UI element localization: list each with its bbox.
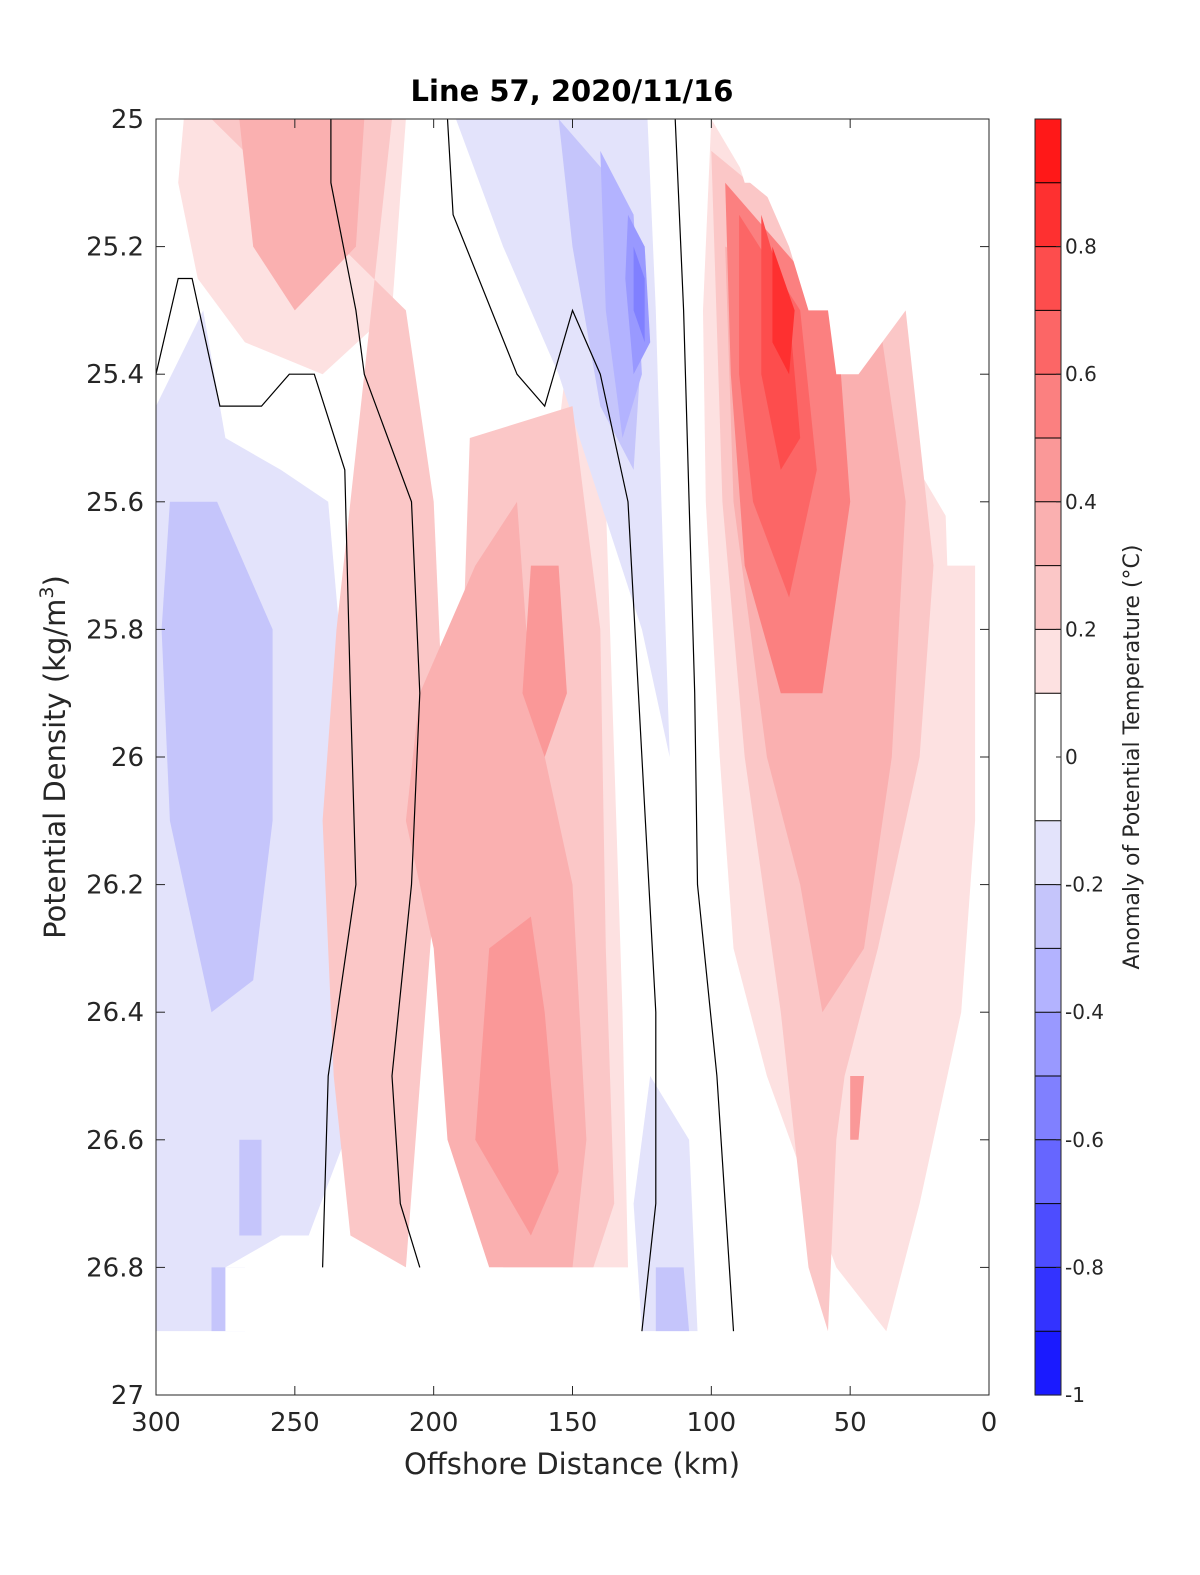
chart-title: Line 57, 2020/11/16 bbox=[411, 74, 734, 108]
y-tick-label: 25.2 bbox=[86, 233, 144, 263]
zero-contour-line-1 bbox=[156, 277, 357, 1268]
contour-region-9 bbox=[161, 501, 273, 1013]
colorbar-band-17 bbox=[1035, 182, 1061, 248]
colorbar-tick-label: -0.6 bbox=[1065, 1128, 1104, 1152]
y-tick-label: 25.4 bbox=[86, 360, 144, 390]
colorbar-tick-label: 0 bbox=[1065, 745, 1078, 769]
y-axis-label-close: ) bbox=[38, 575, 72, 586]
y-axis-label-superscript: 3 bbox=[36, 586, 58, 598]
y-tick-label: 25.8 bbox=[86, 615, 144, 645]
contour-region-20 bbox=[850, 1076, 864, 1140]
zero-contour-line-2 bbox=[674, 119, 735, 1332]
x-tick-label: 200 bbox=[409, 1408, 459, 1438]
contour-region-26 bbox=[772, 246, 795, 375]
zero-contour-line-3 bbox=[446, 119, 657, 1332]
colorbar-band-5 bbox=[1035, 1012, 1061, 1077]
y-axis-label-text: Potential Density (kg/m bbox=[38, 599, 72, 939]
x-axis-ticks: 300 250 200 150 100 50 0 bbox=[131, 119, 997, 1438]
contour-region-13 bbox=[655, 1267, 690, 1332]
colorbar-band-2 bbox=[1035, 1203, 1061, 1268]
x-tick-label: 150 bbox=[548, 1408, 598, 1438]
colorbar-tick-label: 0.6 bbox=[1065, 362, 1097, 386]
colorbar-tick-label: 0.2 bbox=[1065, 617, 1097, 641]
y-tick-label: 26.8 bbox=[86, 1253, 144, 1283]
y-tick-label: 26.2 bbox=[86, 871, 144, 901]
colorbar-band-1 bbox=[1035, 1267, 1061, 1332]
colorbar-band-3 bbox=[1035, 1139, 1061, 1205]
y-tick-label: 26.4 bbox=[86, 998, 144, 1028]
x-tick-label: 50 bbox=[834, 1408, 867, 1438]
x-tick-label: 100 bbox=[687, 1408, 737, 1438]
colorbar-band-13 bbox=[1035, 438, 1061, 503]
no-data-region-2 bbox=[225, 1267, 601, 1332]
colorbar-band-15 bbox=[1035, 310, 1061, 375]
contour-region-5 bbox=[633, 1076, 698, 1332]
colorbar-label: Anomaly of Potential Temperature (°C) bbox=[1120, 545, 1145, 970]
colorbar-band-0 bbox=[1035, 1331, 1061, 1396]
contour-region-19 bbox=[522, 565, 567, 757]
y-tick-label: 27 bbox=[111, 1381, 144, 1411]
zero-contour-line-0 bbox=[330, 119, 421, 1268]
y-axis-label: Potential Density (kg/m3) bbox=[36, 575, 72, 939]
no-data-region-1 bbox=[156, 1331, 989, 1395]
contour-region-14 bbox=[239, 119, 365, 311]
colorbar-tick-label: 0.8 bbox=[1065, 235, 1097, 259]
colorbar-band-4 bbox=[1035, 1076, 1061, 1141]
contour-fill-regions bbox=[156, 119, 976, 1332]
colorbar-band-16 bbox=[1035, 246, 1061, 311]
colorbar-band-7 bbox=[1035, 884, 1061, 949]
colorbar-band-6 bbox=[1035, 948, 1061, 1013]
no-data-mask bbox=[156, 119, 989, 1395]
x-tick-label: 250 bbox=[270, 1408, 320, 1438]
y-axis-ticks: 25 25.2 25.4 25.6 25.8 26 26.2 26.4 26.6 26.8 27 bbox=[86, 105, 989, 1411]
no-data-region-0 bbox=[156, 119, 989, 566]
colorbar-band-12 bbox=[1035, 501, 1061, 567]
x-tick-label: 0 bbox=[981, 1408, 998, 1438]
y-tick-label: 26 bbox=[111, 743, 144, 773]
y-tick-label: 26.6 bbox=[86, 1126, 144, 1156]
y-tick-label: 25 bbox=[111, 105, 144, 135]
contour-region-11 bbox=[239, 1139, 262, 1236]
colorbar bbox=[1035, 118, 1061, 1396]
y-tick-label: 25.6 bbox=[86, 488, 144, 518]
contour-region-18 bbox=[475, 916, 559, 1236]
x-tick-label: 300 bbox=[131, 1408, 181, 1438]
colorbar-tick-label: -1 bbox=[1065, 1383, 1085, 1407]
colorbar-tick-label: -0.8 bbox=[1065, 1255, 1104, 1279]
colorbar-band-10 bbox=[1035, 629, 1061, 694]
colorbar-band-11 bbox=[1035, 565, 1061, 630]
contour-region-23 bbox=[633, 246, 645, 343]
plot-area bbox=[155, 118, 990, 1396]
colorbar-band-8 bbox=[1035, 820, 1061, 886]
x-axis-label: Offshore Distance (km) bbox=[404, 1447, 740, 1481]
colorbar-band-18 bbox=[1035, 119, 1061, 184]
colorbar-tick-label: -0.2 bbox=[1065, 873, 1104, 897]
zero-contour-lines bbox=[156, 119, 735, 1332]
colorbar-tick-label: 0.4 bbox=[1065, 490, 1097, 514]
contour-region-6 bbox=[211, 119, 445, 1268]
colorbar-ticks: 0.8 0.6 0.4 0.2 0 -0.2 -0.4 -0.6 -0.8 -1 bbox=[1056, 235, 1104, 1407]
colorbar-band-14 bbox=[1035, 374, 1061, 439]
colorbar-tick-label: -0.4 bbox=[1065, 1000, 1104, 1024]
